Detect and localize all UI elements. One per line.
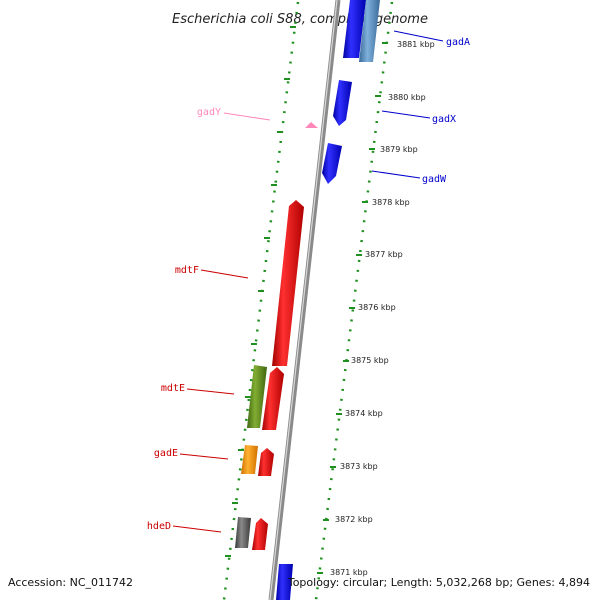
right-major-ticks: [317, 42, 388, 574]
topology-text: Topology: circular; Length: 5,032,268 bp…: [287, 576, 590, 589]
gene-mdtf-arrow[interactable]: [272, 200, 304, 366]
gene-mdte-arrow[interactable]: [262, 367, 284, 430]
gene-gade-arrow[interactable]: [258, 448, 274, 476]
gene-label-mdte[interactable]: mdtE: [161, 383, 185, 394]
outer-tick-ring: [222, 1, 300, 600]
scale-label: 3874 kbp: [345, 409, 383, 418]
gene-label-gadx[interactable]: gadX: [432, 114, 456, 125]
gene-label-gada[interactable]: gadA: [446, 37, 470, 48]
gene-olive-arrow[interactable]: [247, 365, 267, 428]
scale-label: 3876 kbp: [358, 303, 396, 312]
gene-lower-blue-arrow[interactable]: [276, 564, 293, 600]
accession-text: Accession: NC_011742: [8, 576, 133, 589]
mdtf-leader-line: [200, 269, 249, 279]
gadx-leader-line: [381, 110, 431, 119]
scale-label: 3871 kbp: [330, 568, 368, 577]
gade-leader-line: [179, 453, 229, 460]
genome-backbone: [268, 0, 341, 600]
map-title: Escherichia coli S88, complete genome: [172, 12, 428, 27]
gene-gady-arrow[interactable]: [305, 122, 318, 128]
gene-hded-arrow[interactable]: [252, 518, 268, 550]
gene-steelblue-arrow[interactable]: [359, 0, 380, 62]
gadw-leader-line: [371, 170, 421, 179]
gene-gray-arrow[interactable]: [235, 517, 251, 548]
scale-label: 3879 kbp: [380, 145, 418, 154]
left-major-ticks: [225, 26, 296, 557]
scale-label: 3873 kbp: [340, 462, 378, 471]
scale-label: 3872 kbp: [335, 515, 373, 524]
gada-leader-line: [393, 30, 444, 42]
gene-label-hded[interactable]: hdeD: [147, 521, 171, 532]
scale-label: 3877 kbp: [365, 250, 403, 259]
scale-label: 3880 kbp: [388, 93, 426, 102]
scale-labels: 3881 kbp 3880 kbp 3879 kbp 3878 kbp 3877…: [330, 40, 435, 577]
inner-tick-ring: [314, 1, 394, 600]
genome-backbone-highlight: [269, 0, 338, 600]
gene-label-gade[interactable]: gadE: [154, 448, 178, 459]
gene-gadw-arrow[interactable]: [322, 143, 342, 184]
gene-label-gadw[interactable]: gadW: [422, 174, 447, 185]
scale-label: 3875 kbp: [351, 356, 389, 365]
gene-label-gady[interactable]: gadY: [197, 107, 221, 118]
mdte-leader-line: [186, 388, 235, 395]
hded-leader-line: [172, 525, 222, 533]
scale-label: 3881 kbp: [397, 40, 435, 49]
gady-leader-line: [223, 112, 271, 121]
gene-gadx-arrow[interactable]: [333, 80, 352, 126]
gene-orange-arrow[interactable]: [241, 445, 258, 474]
scale-label: 3878 kbp: [372, 198, 410, 207]
gene-gada-arrow[interactable]: [343, 0, 366, 58]
gene-label-mdtf[interactable]: mdtF: [175, 265, 199, 276]
